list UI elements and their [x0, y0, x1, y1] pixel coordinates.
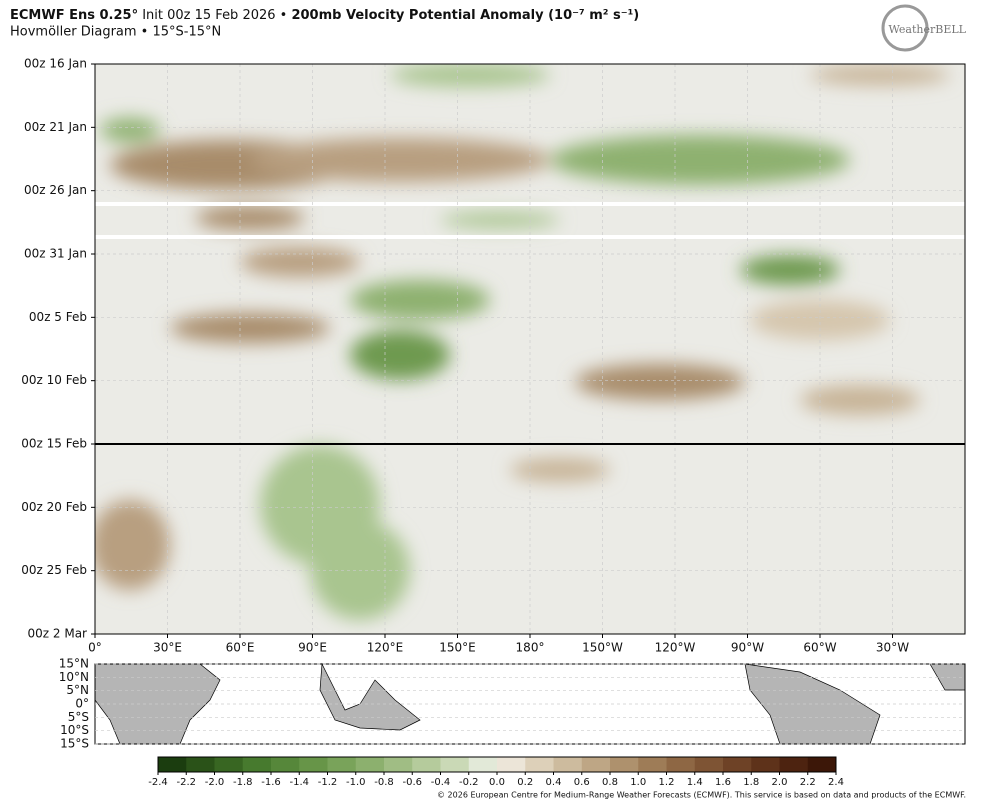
y-tick-label: 00z 21 Jan	[24, 120, 87, 134]
colorbar-label: 0.2	[517, 777, 533, 788]
y-tick-label: 00z 31 Jan	[24, 247, 87, 261]
colorbar-label: -1.4	[289, 777, 309, 788]
y-tick-label: 00z 26 Jan	[24, 183, 87, 197]
colorbar-label: 2.0	[772, 777, 788, 788]
colorbar-label: 1.0	[630, 777, 646, 788]
y-tick-label: 00z 5 Feb	[29, 310, 87, 324]
colorbar-label: 1.4	[687, 777, 703, 788]
colorbar-label: -0.8	[374, 777, 394, 788]
colorbar-swatch	[242, 757, 272, 772]
colorbar-label: -0.2	[459, 777, 479, 788]
colorbar-swatch	[723, 757, 752, 772]
colorbar-swatch	[807, 757, 837, 772]
colorbar-swatch	[440, 757, 470, 772]
lat-tick-label: 10°N	[59, 670, 89, 684]
colorbar-swatch	[186, 757, 215, 772]
colorbar-label: 2.4	[828, 777, 844, 788]
colorbar-swatch	[299, 757, 328, 772]
logo-text: WeatherBELL	[889, 23, 967, 36]
colorbar-swatch	[158, 757, 187, 772]
x-tick-label: 90°W	[731, 641, 764, 655]
colorbar-label: 0.8	[602, 777, 618, 788]
colorbar-label: -2.2	[176, 777, 196, 788]
x-tick-label: 120°W	[655, 641, 696, 655]
x-tick-label: 60°E	[226, 641, 255, 655]
x-tick-label: 150°W	[582, 641, 623, 655]
colorbar-label: 1.2	[659, 777, 675, 788]
title-part: 200mb Velocity Potential Anomaly (10⁻⁷ m…	[291, 8, 639, 23]
colorbar-swatch	[581, 757, 611, 772]
colorbar-label: 1.6	[715, 777, 731, 788]
colorbar: -2.4 -2.2 -2.0 -1.8 -1.6 -1.4 -1.2 -1.0 -0.8 -0.6…	[148, 756, 844, 788]
y-tick-label: 00z 20 Feb	[21, 500, 87, 514]
colorbar-swatch	[214, 757, 244, 772]
credit: © 2026 European Centre for Medium-Range …	[437, 791, 966, 800]
x-tick-label: 30°W	[876, 641, 909, 655]
x-tick-label: 150°E	[439, 641, 476, 655]
colorbar-swatch	[271, 757, 300, 772]
colorbar-label: -2.4	[148, 777, 168, 788]
x-tick-label: 30°E	[153, 641, 182, 655]
colorbar-label: -2.0	[205, 777, 225, 788]
colorbar-label: 2.2	[800, 777, 816, 788]
title-part: Init 00z 15 Feb 2026 •	[138, 8, 291, 23]
x-tick-label: 0°	[88, 641, 102, 655]
colorbar-swatch	[412, 757, 441, 772]
colorbar-swatch	[497, 757, 526, 772]
colorbar-label: -1.2	[318, 777, 338, 788]
colorbar-swatch	[355, 757, 385, 772]
colorbar-label: -1.8	[233, 777, 253, 788]
colorbar-swatch	[666, 757, 696, 772]
colorbar-label: -0.4	[431, 777, 451, 788]
lat-tick-label: 15°S	[60, 737, 89, 751]
x-tick-label: 120°E	[367, 641, 404, 655]
x-tick-label: 180°	[516, 641, 545, 655]
colorbar-label: 0.4	[546, 777, 562, 788]
x-tick-label: 90°E	[298, 641, 327, 655]
colorbar-swatch	[525, 757, 554, 772]
colorbar-label: -0.6	[402, 777, 422, 788]
colorbar-swatch	[779, 757, 809, 772]
y-tick-label: 00z 15 Feb	[21, 437, 87, 451]
colorbar-swatch	[610, 757, 639, 772]
y-tick-label: 00z 25 Feb	[21, 563, 87, 577]
colorbar-label: 0.0	[489, 777, 505, 788]
y-tick-label: 00z 2 Mar	[28, 627, 88, 641]
lat-tick-label: 10°S	[60, 723, 89, 737]
colorbar-label: 1.8	[743, 777, 759, 788]
colorbar-swatch	[327, 757, 357, 772]
title-part: ECMWF Ens 0.25°	[10, 8, 138, 23]
colorbar-swatch	[751, 757, 780, 772]
colorbar-swatch	[468, 757, 498, 772]
colorbar-label: 0.6	[574, 777, 590, 788]
lat-tick-label: 15°N	[59, 657, 89, 671]
colorbar-label: -1.0	[346, 777, 366, 788]
y-tick-label: 00z 16 Jan	[24, 57, 87, 71]
y-tick-label: 00z 10 Feb	[21, 373, 87, 387]
colorbar-swatch	[553, 757, 583, 772]
chart-title: ECMWF Ens 0.25° Init 00z 15 Feb 2026 • 2…	[10, 8, 639, 23]
colorbar-label: -1.6	[261, 777, 281, 788]
field	[95, 64, 965, 634]
chart-subtitle: Hovmöller Diagram • 15°S-15°N	[10, 25, 221, 40]
colorbar-swatch	[694, 757, 724, 772]
colorbar-swatch	[384, 757, 413, 772]
colorbar-swatch	[638, 757, 667, 772]
logo: WeatherBELL	[881, 4, 967, 52]
lat-tick-label: 5°S	[68, 710, 89, 724]
x-tick-label: 60°W	[803, 641, 836, 655]
lat-tick-label: 5°N	[66, 683, 89, 697]
lat-tick-label: 0°	[75, 697, 89, 711]
